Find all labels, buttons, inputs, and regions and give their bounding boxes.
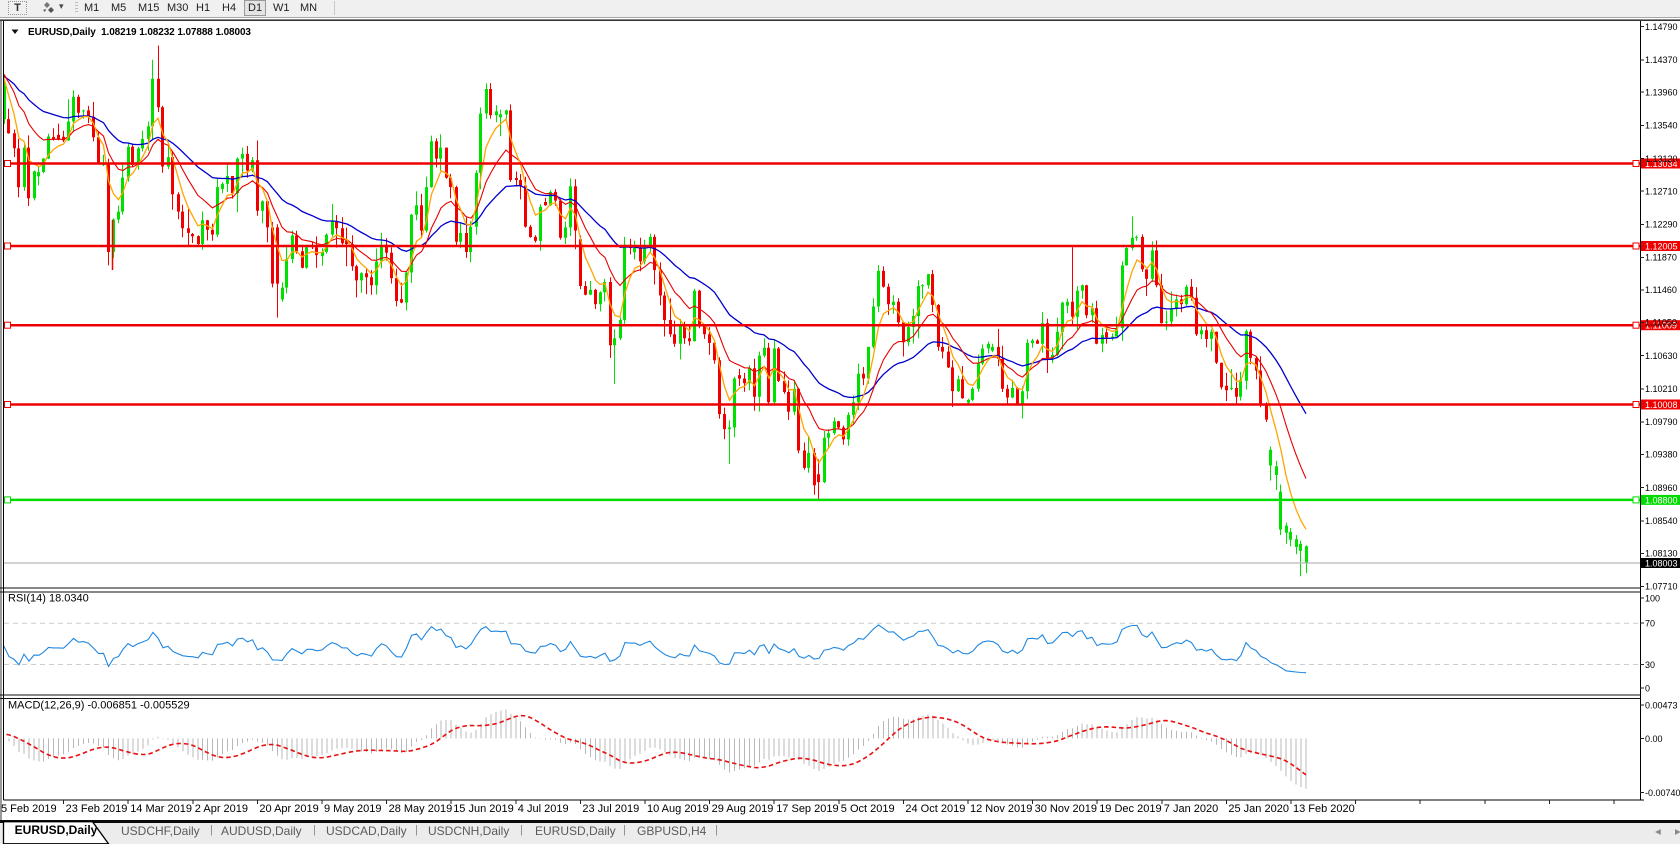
svg-text:23 Feb 2019: 23 Feb 2019 [66, 803, 128, 815]
svg-text:1.11870: 1.11870 [1645, 253, 1677, 263]
svg-text:1.13960: 1.13960 [1645, 87, 1678, 97]
svg-text:1.14370: 1.14370 [1645, 55, 1678, 65]
svg-text:1.13120: 1.13120 [1645, 154, 1678, 164]
svg-text:1.10008: 1.10008 [1645, 400, 1678, 410]
svg-text:70: 70 [1645, 619, 1655, 629]
svg-text:28 May 2019: 28 May 2019 [389, 803, 453, 815]
svg-text:20 Apr 2019: 20 Apr 2019 [259, 803, 318, 815]
svg-text:1.10630: 1.10630 [1645, 351, 1678, 361]
svg-text:0: 0 [1645, 684, 1650, 694]
svg-text:1.11460: 1.11460 [1645, 285, 1677, 295]
svg-text:1.08003: 1.08003 [1645, 558, 1678, 568]
svg-text:0.00473: 0.00473 [1645, 700, 1678, 710]
svg-text:1.11009: 1.11009 [1645, 321, 1677, 331]
svg-text:1.13034: 1.13034 [1645, 159, 1678, 169]
svg-text:RSI(14) 18.0340: RSI(14) 18.0340 [8, 593, 89, 605]
svg-text:1.11050: 1.11050 [1645, 318, 1677, 328]
svg-text:17 Sep 2019: 17 Sep 2019 [776, 803, 838, 815]
svg-text:14 Mar 2019: 14 Mar 2019 [130, 803, 192, 815]
svg-text:1.10210: 1.10210 [1645, 384, 1678, 394]
svg-text:MACD(12,26,9) -0.006851 -0.005: MACD(12,26,9) -0.006851 -0.005529 [8, 700, 190, 712]
svg-text:29 Aug 2019: 29 Aug 2019 [712, 803, 774, 815]
svg-text:10 Aug 2019: 10 Aug 2019 [647, 803, 709, 815]
svg-text:25 Jan 2020: 25 Jan 2020 [1228, 803, 1289, 815]
svg-text:100: 100 [1645, 594, 1660, 604]
svg-text:12 Nov 2019: 12 Nov 2019 [970, 803, 1032, 815]
svg-text:24 Oct 2019: 24 Oct 2019 [905, 803, 965, 815]
svg-text:15 Jun 2019: 15 Jun 2019 [453, 803, 514, 815]
svg-text:1.08130: 1.08130 [1645, 549, 1678, 559]
svg-text:EURUSD,Daily 1.08219 1.08232: EURUSD,Daily 1.08219 1.08232 1.07888 1.0… [28, 27, 251, 38]
svg-text:1.09790: 1.09790 [1645, 417, 1678, 427]
svg-text:13 Feb 2020: 13 Feb 2020 [1293, 803, 1355, 815]
svg-text:1.12710: 1.12710 [1645, 186, 1678, 196]
svg-text:2 Apr 2019: 2 Apr 2019 [195, 803, 248, 815]
svg-text:1.09380: 1.09380 [1645, 450, 1678, 460]
svg-text:5 Oct 2019: 5 Oct 2019 [841, 803, 895, 815]
svg-text:30: 30 [1645, 660, 1655, 670]
svg-text:1.08960: 1.08960 [1645, 483, 1678, 493]
svg-text:7 Jan 2020: 7 Jan 2020 [1164, 803, 1218, 815]
svg-text:4 Jul 2019: 4 Jul 2019 [518, 803, 569, 815]
svg-text:5 Feb 2019: 5 Feb 2019 [1, 803, 57, 815]
svg-text:0.00: 0.00 [1645, 734, 1663, 744]
svg-text:30 Nov 2019: 30 Nov 2019 [1035, 803, 1097, 815]
svg-text:-0.00740: -0.00740 [1645, 788, 1680, 798]
svg-text:1.08540: 1.08540 [1645, 516, 1678, 526]
svg-text:9 May 2019: 9 May 2019 [324, 803, 381, 815]
svg-text:23 Jul 2019: 23 Jul 2019 [582, 803, 639, 815]
svg-text:1.07710: 1.07710 [1645, 582, 1678, 592]
svg-text:1.12290: 1.12290 [1645, 220, 1678, 230]
svg-text:19 Dec 2019: 19 Dec 2019 [1099, 803, 1161, 815]
svg-text:1.13540: 1.13540 [1645, 121, 1678, 131]
svg-text:1.14790: 1.14790 [1645, 22, 1678, 32]
svg-text:1.12005: 1.12005 [1645, 241, 1678, 251]
svg-text:1.08800: 1.08800 [1645, 495, 1678, 505]
